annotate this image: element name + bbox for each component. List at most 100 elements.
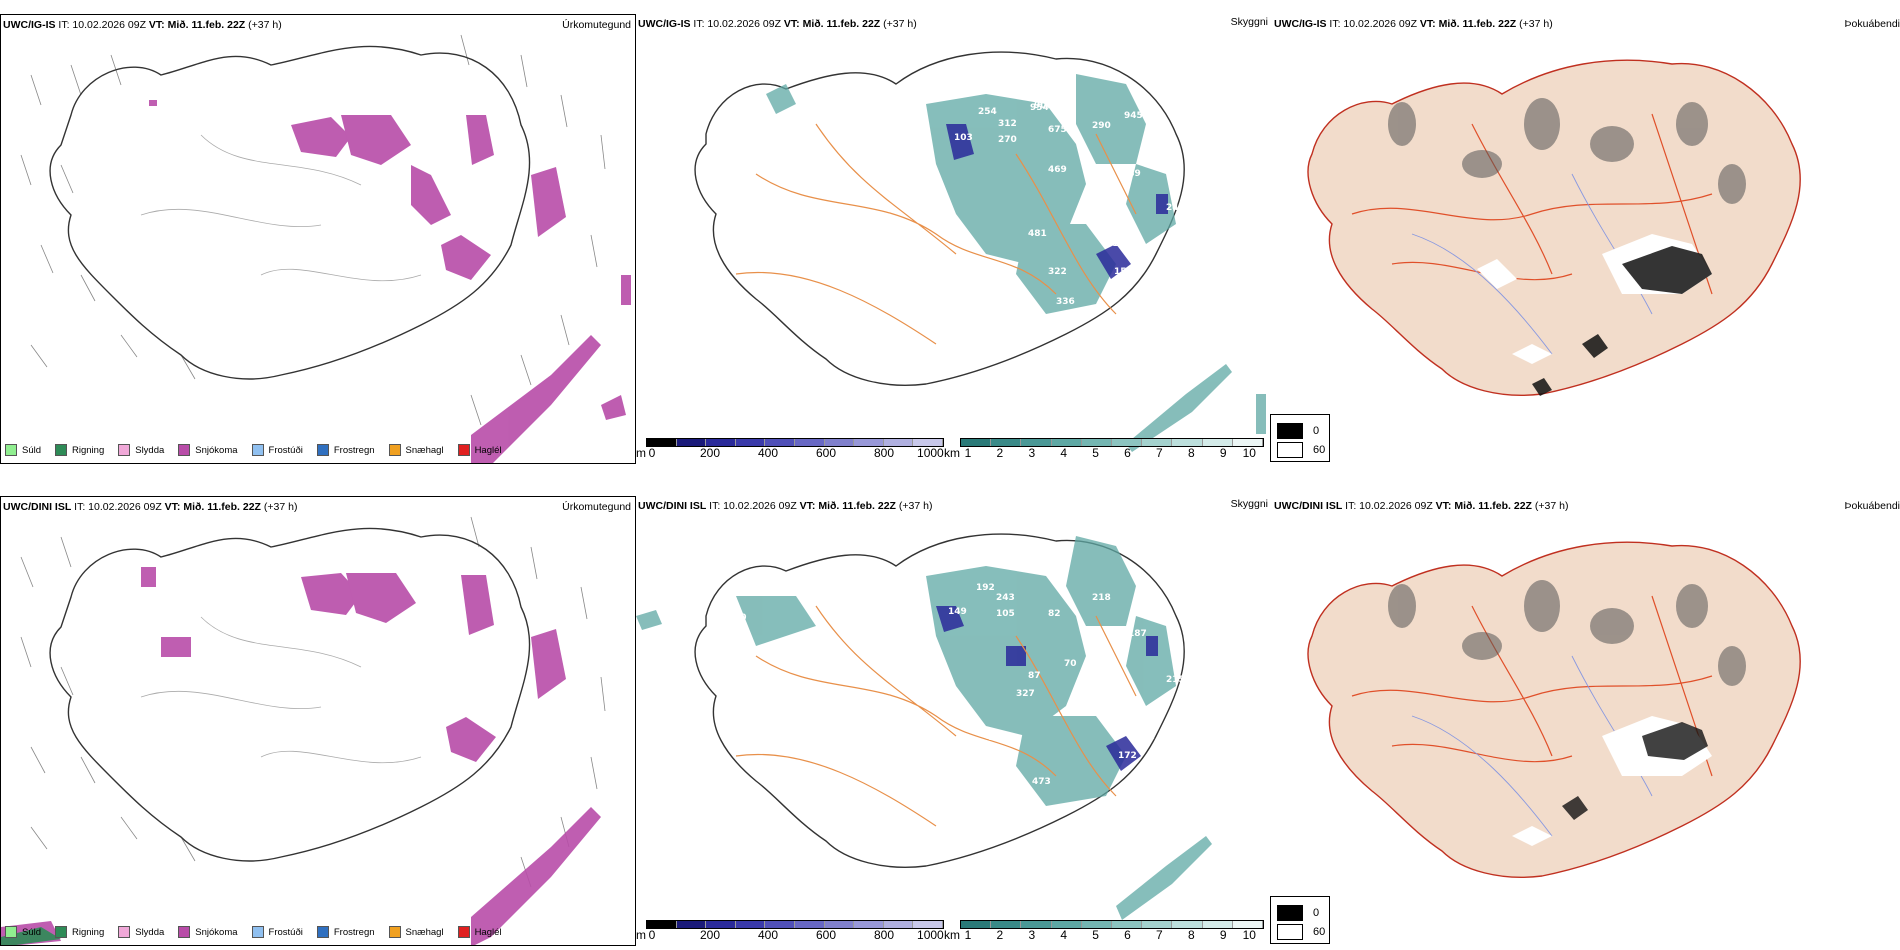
legend-item: Snjókoma (178, 926, 238, 938)
panel-title: Úrkomutegund (562, 19, 631, 31)
vis-label: 322 (1048, 267, 1067, 277)
colorbar-step (1232, 439, 1264, 446)
colorbar-tick: 0 (648, 446, 656, 460)
fog-legend-label: 60 (1313, 926, 1326, 938)
legend-label: Súld (22, 926, 42, 938)
panel-header: UWC/IG-IS IT: 10.02.2026 09Z VT: Mið. 11… (638, 18, 917, 30)
vis-label: 954 (1030, 103, 1049, 113)
issue-time: IT: 10.02.2026 09Z (709, 500, 797, 512)
vis-label: 289 (1122, 169, 1141, 179)
colorbar-step (991, 921, 1022, 928)
colorbar-step (854, 921, 884, 928)
vis-label: 336 (1056, 297, 1075, 307)
colorbar-tick: 9 (1219, 928, 1227, 942)
colorbar-step (765, 439, 795, 446)
colorbar-step (854, 439, 884, 446)
visibility-km-colorbar: km 1 2 3 4 5 6 7 8 9 10 (944, 920, 1266, 946)
legend-swatch (5, 926, 17, 938)
panel-header: UWC/IG-IS IT: 10.02.2026 09Z VT: Mið. 11… (3, 19, 282, 31)
lead-time: (+37 h) (248, 19, 282, 31)
colorbar-m-unit: m (636, 446, 646, 460)
legend-label: Snæhagl (405, 926, 444, 938)
fog-legend-top: 0 60 (1270, 414, 1330, 462)
model-name: UWC/DINI ISL (1274, 500, 1343, 512)
legend-swatch (316, 926, 329, 938)
lead-time: (+37 h) (1519, 18, 1553, 30)
colorbar-tick: 0 (648, 928, 656, 942)
visibility-m-colorbar: m 0 200 400 600 800 1000 (636, 920, 946, 946)
colorbar-step (1112, 921, 1143, 928)
precip-type-panel-top: UWC/IG-IS IT: 10.02.2026 09Z VT: Mið. 11… (0, 14, 636, 464)
colorbar-tick: 4 (1060, 446, 1068, 460)
fog-panel-top: UWC/IG-IS IT: 10.02.2026 09Z VT: Mið. 11… (1272, 14, 1900, 464)
legend-swatch (388, 926, 401, 938)
visibility-km-colorbar: km 1 2 3 4 5 6 7 8 9 10 (944, 438, 1266, 464)
legend-item: Snæhagl (388, 926, 444, 938)
colorbar-step (1232, 921, 1264, 928)
vis-label: 270 (998, 135, 1017, 145)
vis-label: 172 (1118, 751, 1137, 761)
legend-swatch (388, 444, 401, 456)
legend-swatch (55, 444, 68, 456)
legend-item: Súld (5, 926, 41, 938)
vis-label: 82 (1048, 609, 1061, 619)
legend-item: Súld (5, 444, 41, 456)
model-name: UWC/IG-IS (638, 18, 691, 30)
vis-label: 215 (1166, 675, 1185, 685)
colorbar-tick: 8 (1187, 928, 1195, 942)
lead-time: (+37 h) (1534, 500, 1569, 512)
legend-item: Rigning (55, 444, 104, 456)
vis-label: 254 (978, 107, 997, 117)
colorbar-step (676, 439, 707, 446)
colorbar-tick: 600 (815, 446, 837, 460)
colorbar-m-swatches (646, 920, 944, 929)
colorbar-step (1142, 921, 1173, 928)
legend-item: Slydda (118, 444, 164, 456)
vis-label: 105 (996, 609, 1015, 619)
precip-type-panel-bottom: UWC/DINI ISL IT: 10.02.2026 09Z VT: Mið.… (0, 496, 636, 946)
colorbar-step (883, 921, 914, 928)
fog-legend-label: 60 (1313, 444, 1326, 456)
colorbar-step (1051, 439, 1082, 446)
model-name: UWC/DINI ISL (638, 500, 707, 512)
colorbar-tick: 7 (1156, 928, 1163, 942)
fog-swatch-low (1277, 924, 1303, 940)
vis-label: 21 (1106, 239, 1119, 249)
legend-item: Slydda (118, 926, 164, 938)
legend-swatch (55, 926, 68, 938)
vis-label: 217 (1108, 725, 1127, 735)
fog-legend-label: 0 (1313, 907, 1320, 919)
legend-label: Snjókoma (195, 444, 238, 456)
vis-label: 87 (1028, 671, 1041, 681)
colorbar-tick: 400 (757, 446, 779, 460)
colorbar-step (1081, 439, 1113, 446)
vis-label: 187 (1128, 629, 1147, 639)
colorbar-step (706, 439, 736, 446)
legend-item: Frostúði (251, 444, 303, 456)
panel-header: UWC/DINI ISL IT: 10.02.2026 09Z VT: Mið.… (1274, 500, 1568, 512)
valid-time: VT: Mið. 11.feb. 22Z (783, 18, 881, 30)
vis-label: 24 (1166, 203, 1179, 213)
colorbar-step (824, 921, 855, 928)
colorbar-tick: 6 (1124, 928, 1131, 942)
colorbar-km-swatches (960, 438, 1264, 447)
legend-label: Slydda (135, 926, 165, 938)
vis-label: 24 (1142, 733, 1155, 743)
legend-swatch (5, 444, 17, 456)
colorbar-step (961, 921, 992, 928)
legend-swatch (118, 444, 131, 456)
legend-label: Snæhagl (405, 444, 444, 456)
vis-label: 336 (1156, 147, 1175, 157)
legend-swatch (457, 444, 470, 456)
colorbar-tick: 5 (1092, 446, 1099, 460)
legend-swatch (251, 926, 264, 938)
colorbar-m-swatches (646, 438, 944, 447)
lead-time: (+37 h) (263, 501, 298, 513)
colorbar-tick: 1000 (917, 928, 944, 942)
legend-label: Rigning (72, 926, 105, 938)
colorbar-tick: 800 (873, 928, 895, 942)
colorbar-step (647, 921, 677, 928)
legend-label: Rigning (72, 444, 105, 456)
legend-item: Rigning (55, 926, 104, 938)
colorbar-tick: 400 (757, 928, 779, 942)
